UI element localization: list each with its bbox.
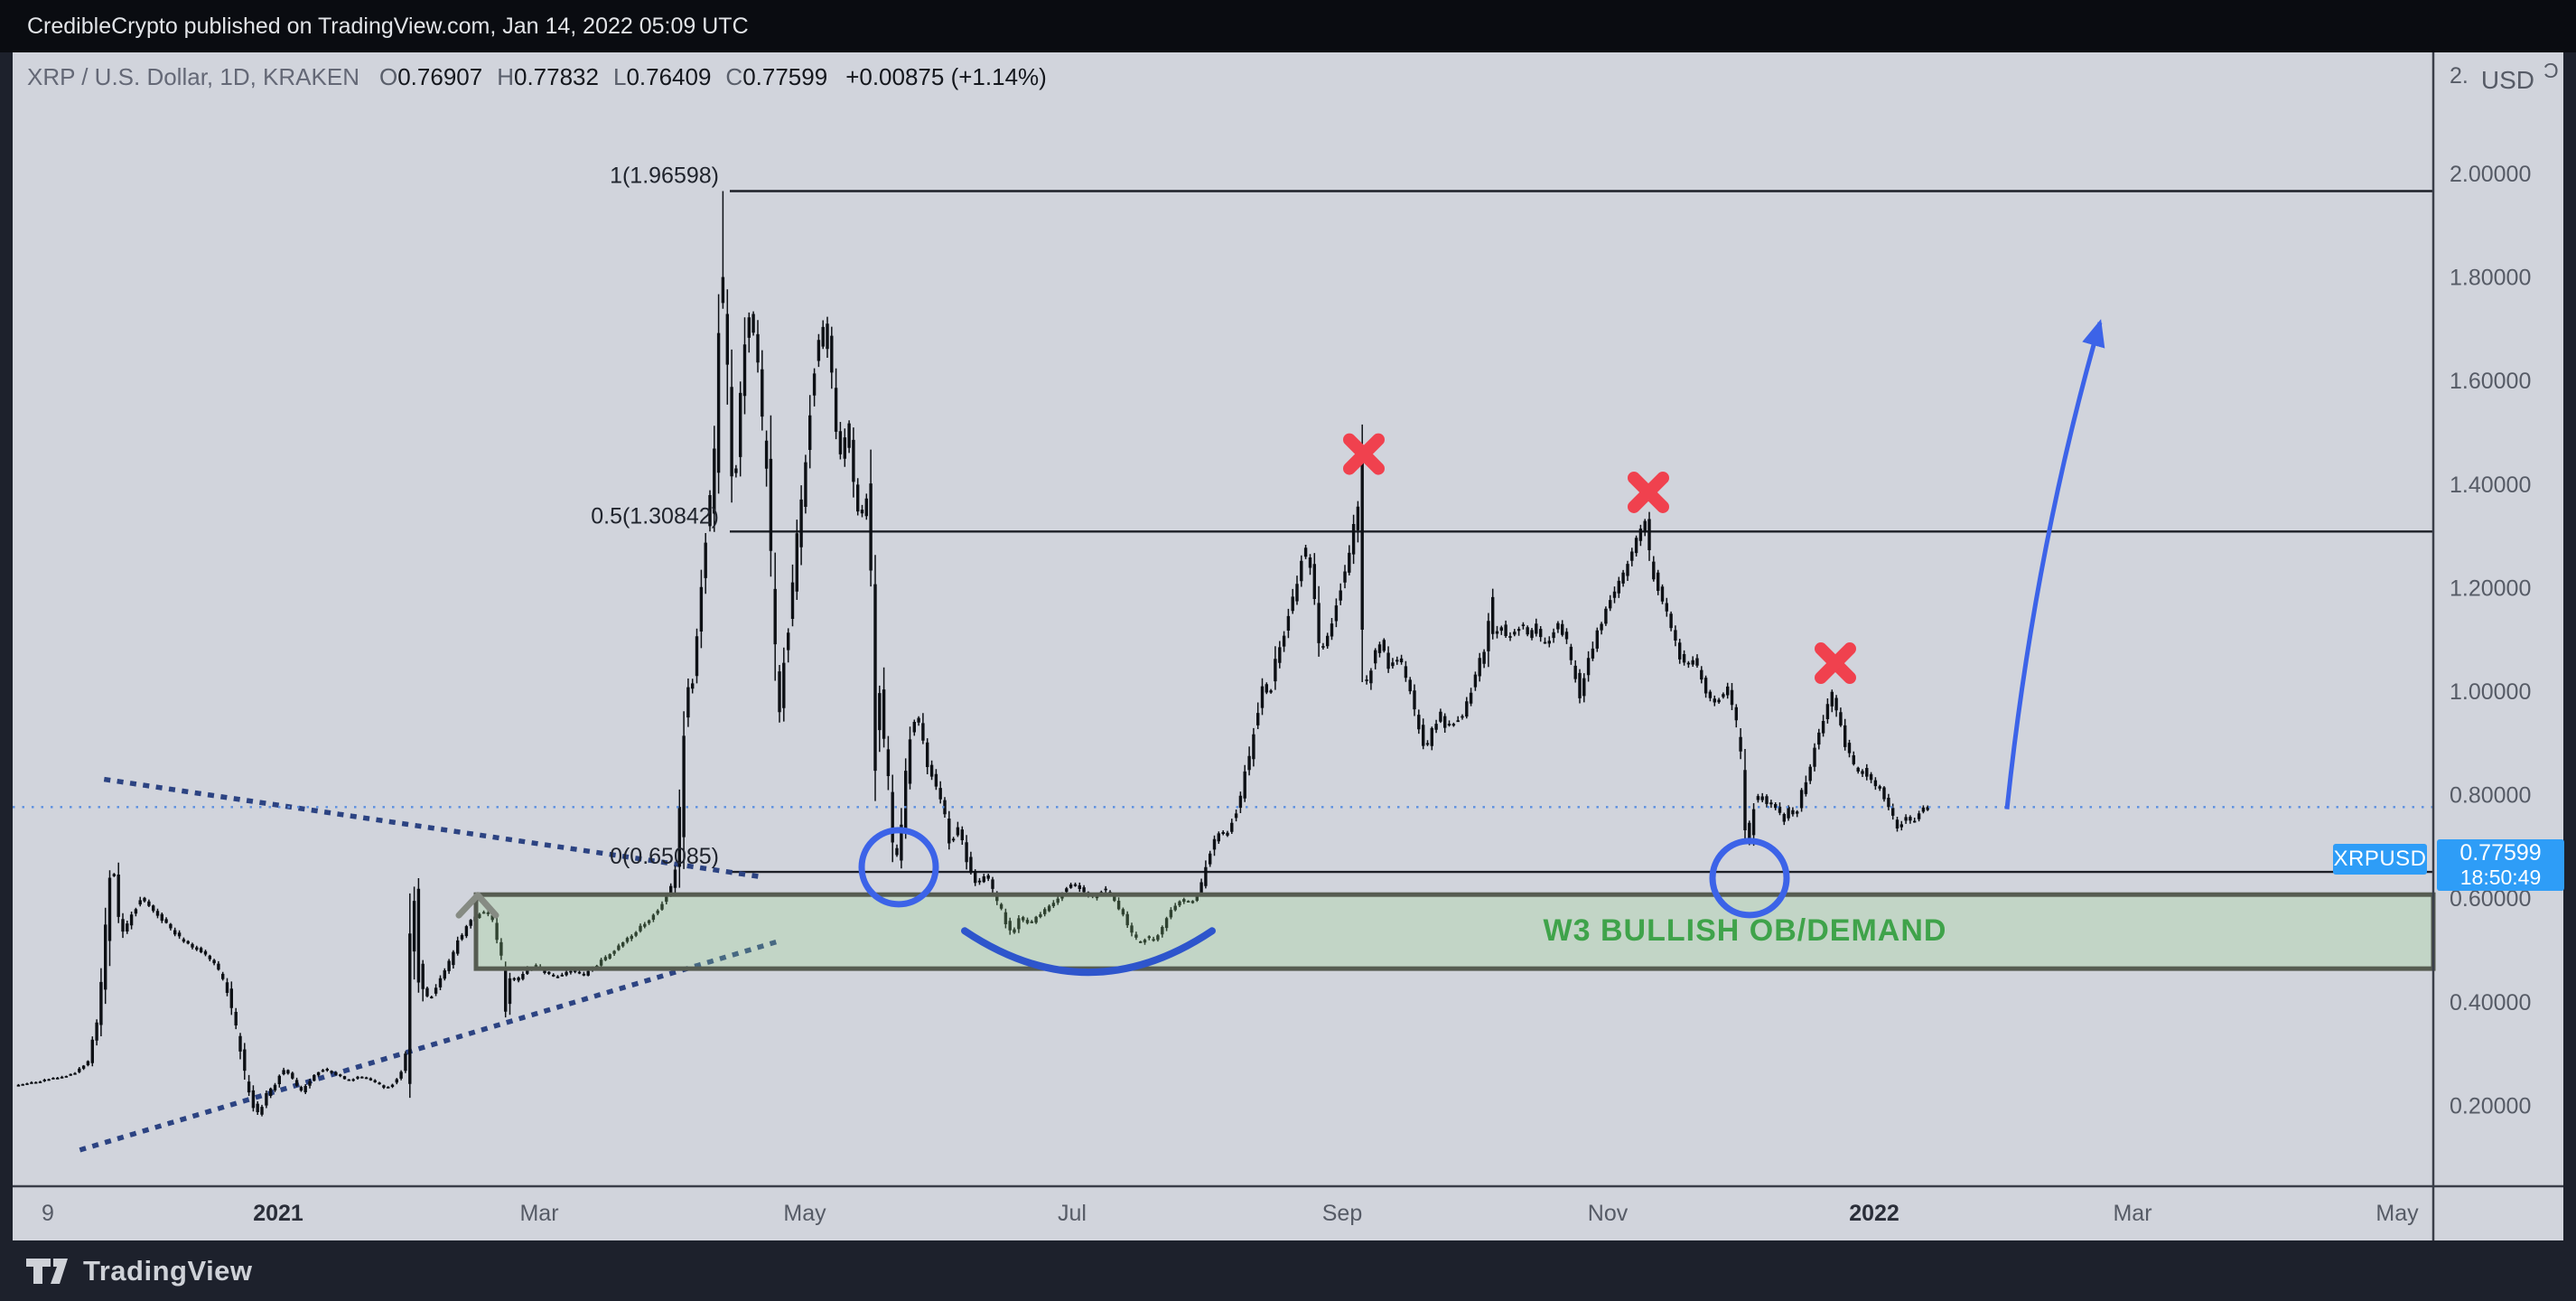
price-tick-label[interactable]: 1.40000: [2450, 473, 2531, 498]
symbol-flag-text: XRPUSD: [2333, 847, 2427, 872]
symbol-legend: XRP / U.S. Dollar, 1D, KRAKEN O0.76907 H0.…: [27, 63, 1047, 91]
price-axis-unit-label[interactable]: 2. USD Ɔ: [2450, 59, 2559, 94]
time-tick-label[interactable]: 2021: [253, 1201, 303, 1226]
tradingview-logo: [26, 1258, 68, 1284]
open-label: O: [378, 63, 398, 90]
price-tick-label[interactable]: 1.20000: [2450, 576, 2531, 601]
time-tick-label[interactable]: Mar: [2113, 1201, 2151, 1226]
chart-background: [13, 52, 2563, 1240]
symbol-price-flag: XRPUSD: [2333, 844, 2427, 875]
time-tick-label[interactable]: 2022: [1849, 1201, 1899, 1226]
open-value: 0.76907: [397, 63, 483, 90]
time-tick-label[interactable]: Jul: [1058, 1201, 1087, 1226]
time-tick-label[interactable]: Sep: [1322, 1201, 1362, 1226]
price-tick-label[interactable]: 1.80000: [2450, 266, 2531, 291]
time-tick-label[interactable]: Nov: [1588, 1201, 1629, 1226]
invalidated-x-mark[interactable]: [1628, 471, 1669, 513]
footer-brand: TradingView: [83, 1254, 253, 1287]
time-tick-label[interactable]: Mar: [519, 1201, 558, 1226]
fib-level-label: 0.5(1.30842): [591, 503, 719, 529]
time-tick-label[interactable]: May: [783, 1201, 826, 1226]
low-label: L: [612, 63, 627, 90]
attribution-bar: CredibleCrypto published on TradingView.…: [0, 0, 2576, 52]
close-label: C: [725, 63, 743, 90]
time-tick-label[interactable]: 9: [42, 1201, 54, 1226]
attribution-text: CredibleCrypto published on TradingView.…: [27, 14, 749, 39]
high-value: 0.77832: [513, 63, 599, 90]
change-value: +0.00875 (+1.14%): [845, 63, 1047, 90]
demand-zone[interactable]: [473, 892, 2436, 971]
last-price-value: 0.77599: [2459, 839, 2542, 866]
price-tick-label[interactable]: 2.00000: [2450, 162, 2531, 187]
price-tick-label[interactable]: 1.00000: [2450, 679, 2531, 705]
price-tick-label[interactable]: 1.60000: [2450, 369, 2531, 394]
demand-zone-label: W3 BULLISH OB/DEMAND: [1544, 913, 1947, 948]
fib-level-label: 1(1.96598): [610, 163, 719, 188]
footer-bar: TradingView: [0, 1240, 2576, 1301]
fib-level-label: 0(0.65085): [610, 844, 719, 869]
price-tick-label[interactable]: 0.80000: [2450, 783, 2531, 809]
low-value: 0.76409: [626, 63, 712, 90]
high-label: H: [497, 63, 514, 90]
price-tick-label[interactable]: 0.40000: [2450, 990, 2531, 1016]
last-price-label: 0.77599 18:50:49: [2437, 839, 2564, 892]
invalidated-x-mark[interactable]: [1815, 642, 1856, 685]
close-value: 0.77599: [742, 63, 828, 90]
symbol-title: XRP / U.S. Dollar, 1D, KRAKEN: [27, 63, 359, 90]
low-highlight-circle[interactable]: [1709, 838, 1790, 919]
time-tick-label[interactable]: May: [2375, 1201, 2419, 1226]
price-tick-label[interactable]: 0.20000: [2450, 1093, 2531, 1118]
low-highlight-circle[interactable]: [858, 827, 939, 908]
invalidated-x-mark[interactable]: [1343, 433, 1385, 475]
accumulation-arc[interactable]: [961, 927, 1216, 977]
dotted-trendline[interactable]: [79, 936, 788, 1153]
bar-countdown: 18:50:49: [2459, 865, 2542, 889]
price-chart-canvas[interactable]: W3 BULLISH OB/DEMAND 1(1.96598) 0.5(1.3084…: [0, 52, 2576, 1301]
projection-arrow[interactable]: [2004, 319, 2105, 810]
zone-pointer-mark[interactable]: [455, 892, 499, 919]
